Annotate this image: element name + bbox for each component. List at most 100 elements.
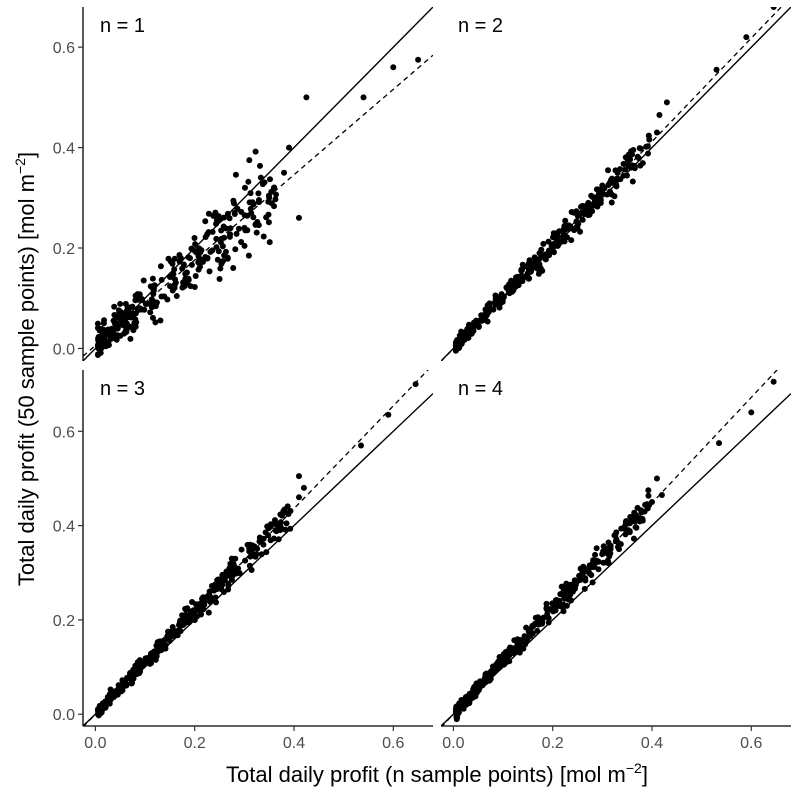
data-point bbox=[192, 241, 199, 248]
data-point bbox=[271, 517, 278, 524]
data-point bbox=[630, 535, 637, 542]
data-point bbox=[626, 528, 633, 535]
data-point bbox=[241, 184, 248, 191]
data-point bbox=[648, 499, 655, 506]
data-point bbox=[256, 162, 263, 169]
y-tick-label: 0.6 bbox=[53, 40, 75, 57]
data-point bbox=[518, 267, 525, 274]
data-point bbox=[605, 545, 612, 552]
data-point bbox=[127, 670, 134, 677]
data-point bbox=[129, 303, 136, 310]
data-point bbox=[587, 204, 594, 211]
data-point bbox=[586, 569, 593, 576]
data-point bbox=[146, 660, 153, 667]
data-point bbox=[613, 181, 620, 188]
data-point bbox=[180, 261, 187, 268]
data-point bbox=[206, 268, 213, 275]
data-point bbox=[412, 381, 419, 388]
data-point bbox=[170, 632, 177, 639]
data-point bbox=[213, 220, 220, 227]
data-point bbox=[140, 277, 147, 284]
data-point bbox=[295, 214, 302, 221]
data-point bbox=[277, 527, 284, 534]
data-point bbox=[150, 290, 157, 297]
data-point bbox=[300, 484, 307, 491]
data-point bbox=[556, 603, 563, 610]
data-point bbox=[457, 705, 464, 712]
data-point bbox=[577, 228, 584, 235]
data-point bbox=[127, 335, 134, 342]
data-point bbox=[169, 287, 176, 294]
data-point bbox=[124, 323, 131, 330]
data-point bbox=[545, 238, 552, 245]
panel-label: n = 2 bbox=[458, 15, 503, 37]
data-point bbox=[204, 255, 211, 262]
y-tick-label: 0.0 bbox=[53, 707, 75, 724]
data-point bbox=[95, 365, 101, 371]
data-point bbox=[255, 222, 262, 229]
data-point bbox=[207, 598, 214, 605]
panel-label: n = 4 bbox=[458, 378, 503, 400]
data-point bbox=[532, 614, 539, 621]
data-point bbox=[252, 148, 259, 155]
data-point bbox=[565, 589, 572, 596]
data-point bbox=[149, 314, 156, 321]
data-point bbox=[253, 229, 260, 236]
data-point bbox=[582, 577, 589, 584]
data-point bbox=[232, 555, 239, 562]
data-point bbox=[550, 602, 557, 609]
data-point bbox=[283, 520, 290, 527]
data-point bbox=[553, 598, 560, 605]
data-point bbox=[207, 248, 214, 255]
data-point bbox=[262, 529, 269, 536]
data-point bbox=[629, 178, 636, 185]
data-point bbox=[186, 255, 193, 262]
data-point bbox=[213, 244, 220, 251]
data-point bbox=[158, 276, 165, 283]
data-point bbox=[96, 342, 103, 349]
data-point bbox=[491, 299, 498, 306]
data-point bbox=[109, 334, 116, 341]
data-point bbox=[250, 214, 257, 221]
data-point bbox=[222, 248, 229, 255]
data-point bbox=[550, 249, 557, 256]
data-point bbox=[193, 606, 200, 613]
data-point bbox=[130, 327, 137, 334]
data-point bbox=[568, 237, 575, 244]
data-point bbox=[565, 222, 572, 229]
data-point bbox=[260, 541, 267, 548]
data-point bbox=[146, 654, 153, 661]
data-point bbox=[509, 287, 516, 294]
data-point bbox=[415, 56, 422, 63]
data-point bbox=[219, 571, 226, 578]
data-point bbox=[202, 234, 209, 241]
data-point bbox=[542, 256, 549, 263]
data-point bbox=[226, 215, 233, 222]
data-point bbox=[620, 160, 627, 167]
data-point bbox=[265, 219, 272, 226]
data-point bbox=[562, 217, 569, 224]
data-point bbox=[539, 619, 546, 626]
data-point bbox=[454, 344, 461, 351]
data-point bbox=[136, 666, 143, 673]
plot-area bbox=[441, 370, 791, 726]
data-point bbox=[645, 492, 652, 499]
data-point bbox=[111, 303, 118, 310]
data-point bbox=[108, 694, 115, 701]
data-point bbox=[206, 588, 213, 595]
data-point bbox=[545, 619, 552, 626]
data-point bbox=[256, 534, 263, 541]
data-point bbox=[245, 178, 252, 185]
data-point bbox=[238, 546, 245, 553]
data-point bbox=[213, 235, 220, 242]
data-point bbox=[653, 129, 660, 136]
data-point bbox=[295, 494, 302, 501]
data-point bbox=[261, 179, 268, 186]
data-point bbox=[193, 249, 200, 256]
data-point bbox=[605, 560, 612, 567]
data-point bbox=[540, 240, 547, 247]
data-point bbox=[230, 264, 237, 271]
panel-3: n = 3 0.0 0.2 0.4 0.6 0.0 0.2 0.4 0.6 bbox=[53, 370, 433, 752]
data-point bbox=[543, 605, 550, 612]
data-point bbox=[94, 320, 101, 327]
